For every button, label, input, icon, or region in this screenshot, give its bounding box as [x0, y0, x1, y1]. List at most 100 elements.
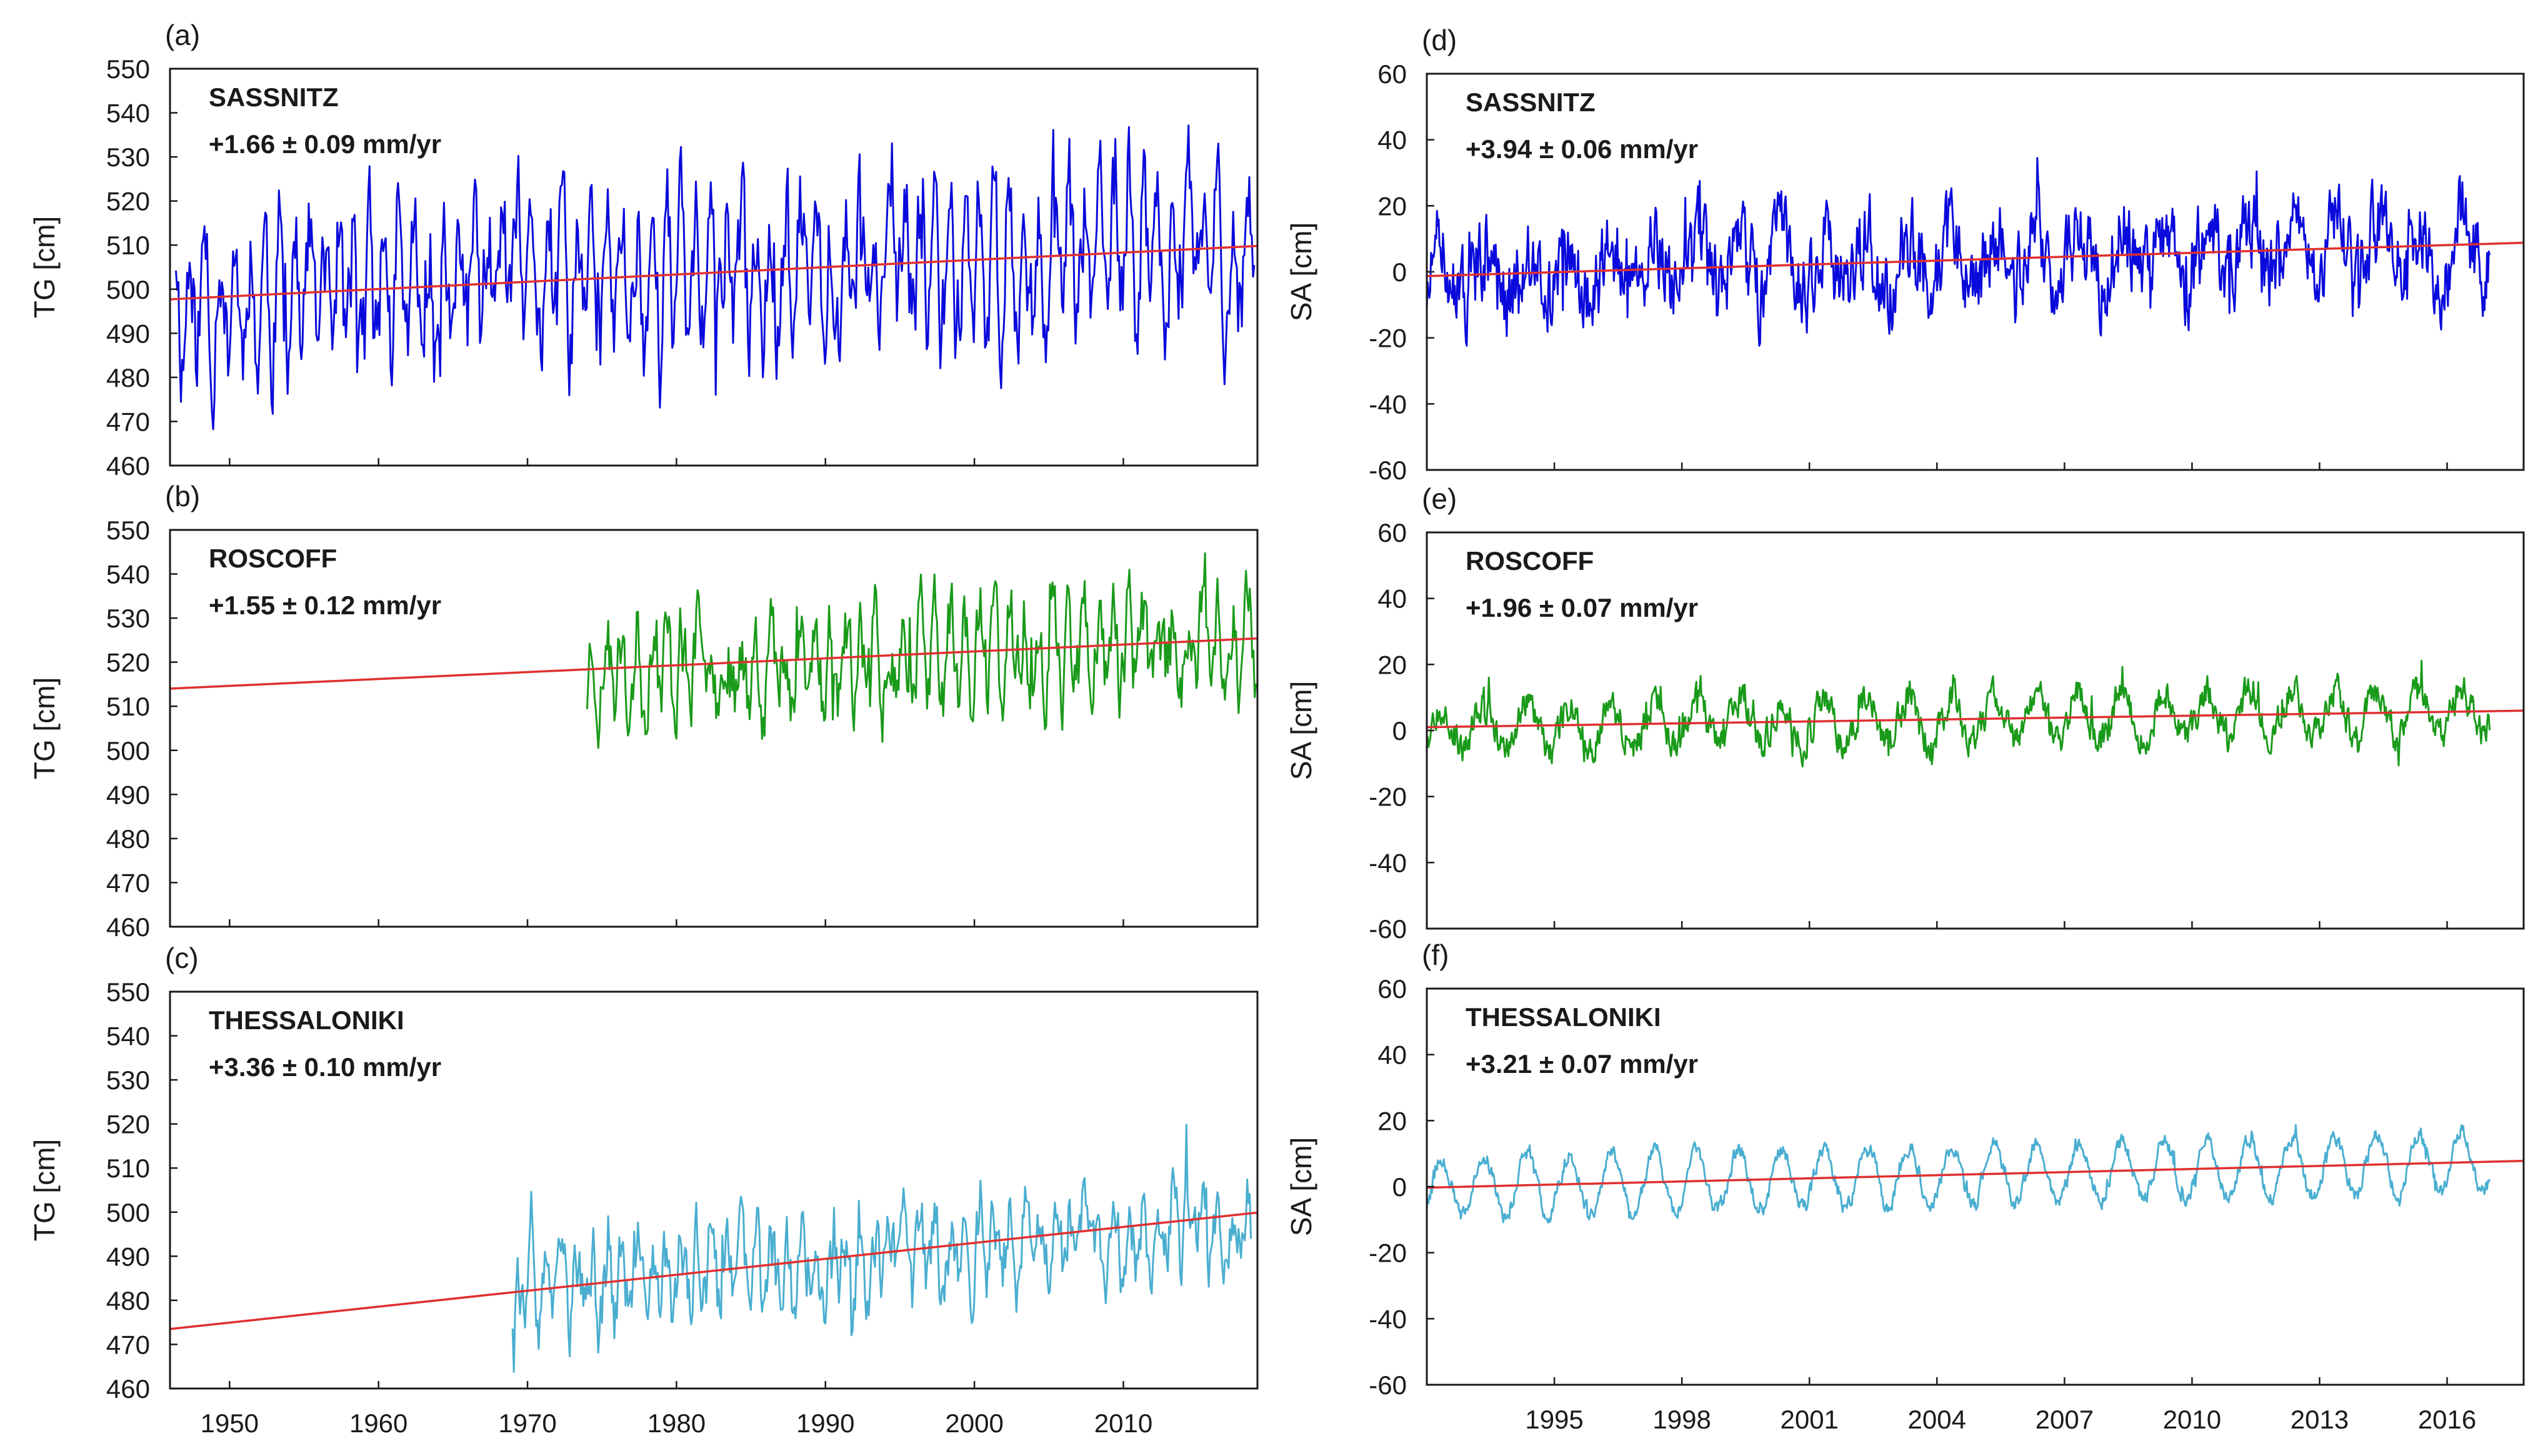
trend-line — [1427, 1160, 2524, 1189]
series-line — [1427, 157, 2491, 347]
panel-label: (c) — [165, 942, 199, 974]
y-axis-label: SA [cm] — [1285, 222, 1317, 321]
y-tick-label: 550 — [106, 516, 150, 545]
y-tick-label: 540 — [106, 1022, 150, 1051]
panel-d: -60 -40 -20 0 20 40 60 SA [cm] (d) SASSNITZ +3.94 … — [1285, 24, 2525, 485]
y-tick-label: 510 — [106, 231, 150, 260]
y-tick-label: -40 — [1369, 389, 1407, 419]
y-tick-label: 510 — [106, 1154, 150, 1183]
trend-rate: +3.21 ± 0.07 mm/yr — [1466, 1049, 1698, 1079]
panel-e: -60 -40 -20 0 20 40 60 SA [cm] (e) ROSCOFF +1.96 ±… — [1285, 482, 2525, 944]
y-axis-label: TG [cm] — [28, 216, 61, 319]
y-tick-label: -40 — [1369, 848, 1407, 877]
y-tick-label: -20 — [1369, 1239, 1407, 1268]
y-tick-label: 510 — [106, 692, 150, 721]
x-tick-label: 2004 — [1908, 1405, 1966, 1434]
plot-frame — [169, 67, 1259, 467]
x-tick-label: 2001 — [1780, 1405, 1838, 1434]
x-tick-label: 2010 — [2163, 1405, 2221, 1434]
x-tick-label: 1980 — [647, 1409, 706, 1438]
y-axis-label: TG [cm] — [28, 1139, 61, 1242]
y-tick-label: -60 — [1369, 456, 1407, 485]
y-axis-label: TG [cm] — [28, 677, 61, 780]
y-tick-label: 20 — [1377, 1106, 1407, 1135]
trend-line — [170, 1211, 1257, 1330]
x-tick-label: 1950 — [201, 1409, 259, 1438]
y-tick-label: 500 — [106, 1198, 150, 1227]
y-tick-label: 20 — [1377, 191, 1407, 221]
x-tick-label: 1998 — [1652, 1405, 1711, 1434]
series-line — [511, 1124, 1252, 1373]
y-tick-label: 480 — [106, 363, 150, 392]
y-tick-label: 530 — [106, 604, 150, 633]
y-tick-label: -20 — [1369, 782, 1407, 812]
y-tick-label: 550 — [106, 54, 150, 84]
y-tick-label: 0 — [1392, 1172, 1407, 1202]
trend-rate: +1.55 ± 0.12 mm/yr — [209, 591, 441, 620]
y-tick-label: 460 — [106, 912, 150, 942]
y-tick-label: -60 — [1369, 914, 1407, 944]
panel-f: -60 -40 -20 0 20 40 60 1995 1998 2001 2004 2007 2010… — [1285, 939, 2525, 1434]
y-tick-label: 40 — [1377, 1040, 1407, 1070]
y-axis-label: SA [cm] — [1285, 681, 1317, 780]
trend-line — [1427, 709, 2524, 729]
y-tick-label: 470 — [106, 1330, 150, 1359]
y-tick-label: 540 — [106, 99, 150, 128]
y-tick-label: 60 — [1377, 59, 1407, 89]
plot-frame — [1426, 531, 2525, 930]
y-tick-label: 0 — [1392, 257, 1407, 287]
y-tick-label: 490 — [106, 319, 150, 348]
y-tick-label: 530 — [106, 142, 150, 172]
y-tick-label: 490 — [106, 780, 150, 809]
panel-label: (a) — [165, 19, 200, 51]
trend-rate: +1.96 ± 0.07 mm/yr — [1466, 593, 1698, 622]
y-tick-label: 470 — [106, 868, 150, 897]
trend-line — [170, 244, 1257, 301]
x-tick-label: 1990 — [796, 1409, 854, 1438]
trend-line — [170, 637, 1257, 690]
panel-label: (e) — [1422, 482, 1457, 515]
y-tick-label: 500 — [106, 275, 150, 304]
trend-rate: +3.36 ± 0.10 mm/yr — [209, 1052, 441, 1082]
x-tick-label: 2013 — [2291, 1405, 2349, 1434]
x-tick-label: 2010 — [1094, 1409, 1152, 1438]
series-line — [175, 124, 1256, 431]
y-tick-label: 20 — [1377, 650, 1407, 679]
y-tick-label: 0 — [1392, 716, 1407, 745]
y-tick-label: 490 — [106, 1242, 150, 1271]
y-tick-label: 40 — [1377, 584, 1407, 614]
trend-line — [1427, 241, 2524, 277]
series-line — [586, 552, 1257, 749]
x-tick-label: 1960 — [349, 1409, 407, 1438]
panel-c: 460 470 480 490 500 510 520 530 540 550 1950 1960 19… — [28, 942, 1259, 1438]
y-tick-label: 40 — [1377, 126, 1407, 155]
plot-frame — [169, 990, 1259, 1390]
y-tick-label: 550 — [106, 977, 150, 1007]
y-tick-label: 460 — [106, 451, 150, 481]
station-name: THESSALONIKI — [209, 1005, 404, 1035]
x-tick-label: 1995 — [1525, 1405, 1583, 1434]
y-tick-label: 530 — [106, 1065, 150, 1095]
panel-a: 460 470 480 490 500 510 520 530 540 550 TG [cm] (a)… — [28, 19, 1259, 481]
y-tick-label: 520 — [106, 648, 150, 677]
y-tick-label: -40 — [1369, 1304, 1407, 1334]
y-tick-label: 480 — [106, 824, 150, 854]
x-tick-label: 2007 — [2036, 1405, 2094, 1434]
station-name: SASSNITZ — [209, 82, 339, 112]
panel-label: (d) — [1422, 24, 1457, 56]
panel-label: (b) — [165, 480, 200, 512]
y-tick-label: -20 — [1369, 324, 1407, 353]
x-tick-label: 2000 — [945, 1409, 1003, 1438]
y-tick-label: -60 — [1369, 1370, 1407, 1400]
y-tick-label: 470 — [106, 407, 150, 436]
series-line — [1427, 659, 2491, 768]
plot-frame — [169, 529, 1259, 928]
y-tick-label: 60 — [1377, 518, 1407, 547]
y-tick-label: 520 — [106, 1110, 150, 1139]
y-tick-label: 460 — [106, 1374, 150, 1404]
station-name: THESSALONIKI — [1466, 1002, 1661, 1032]
station-name: ROSCOFF — [1466, 546, 1594, 576]
trend-rate: +1.66 ± 0.09 mm/yr — [209, 129, 441, 159]
y-tick-label: 540 — [106, 560, 150, 589]
